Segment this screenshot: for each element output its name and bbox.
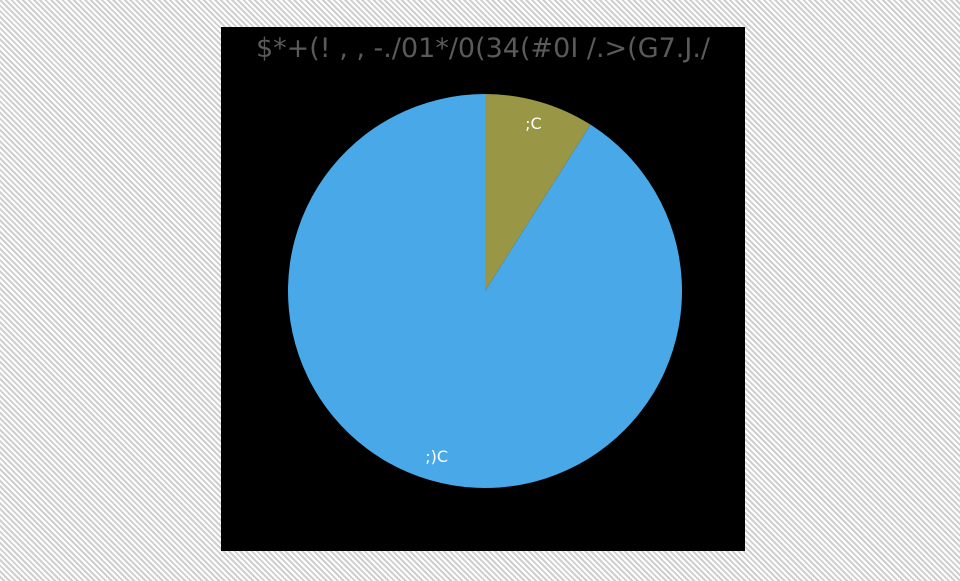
chart-title: $*+(! , , -./01*/0(34(#0I /.>(G7.J./ [255,33,711,64]
pie-slice-1 [287,94,682,488]
pie-chart: ;C ;)C [287,94,682,488]
pie-slice-label-0: ;C [525,114,542,133]
pie-slice-label-1: ;)C [425,447,448,466]
pie-slice-0 [485,94,591,291]
chart-panel: $*+(! , , -./01*/0(34(#0I /.>(G7.J./ ;C;… [221,27,745,551]
pie-slice-labels: ;C ;)C [425,114,541,466]
pie-slices [287,94,682,488]
